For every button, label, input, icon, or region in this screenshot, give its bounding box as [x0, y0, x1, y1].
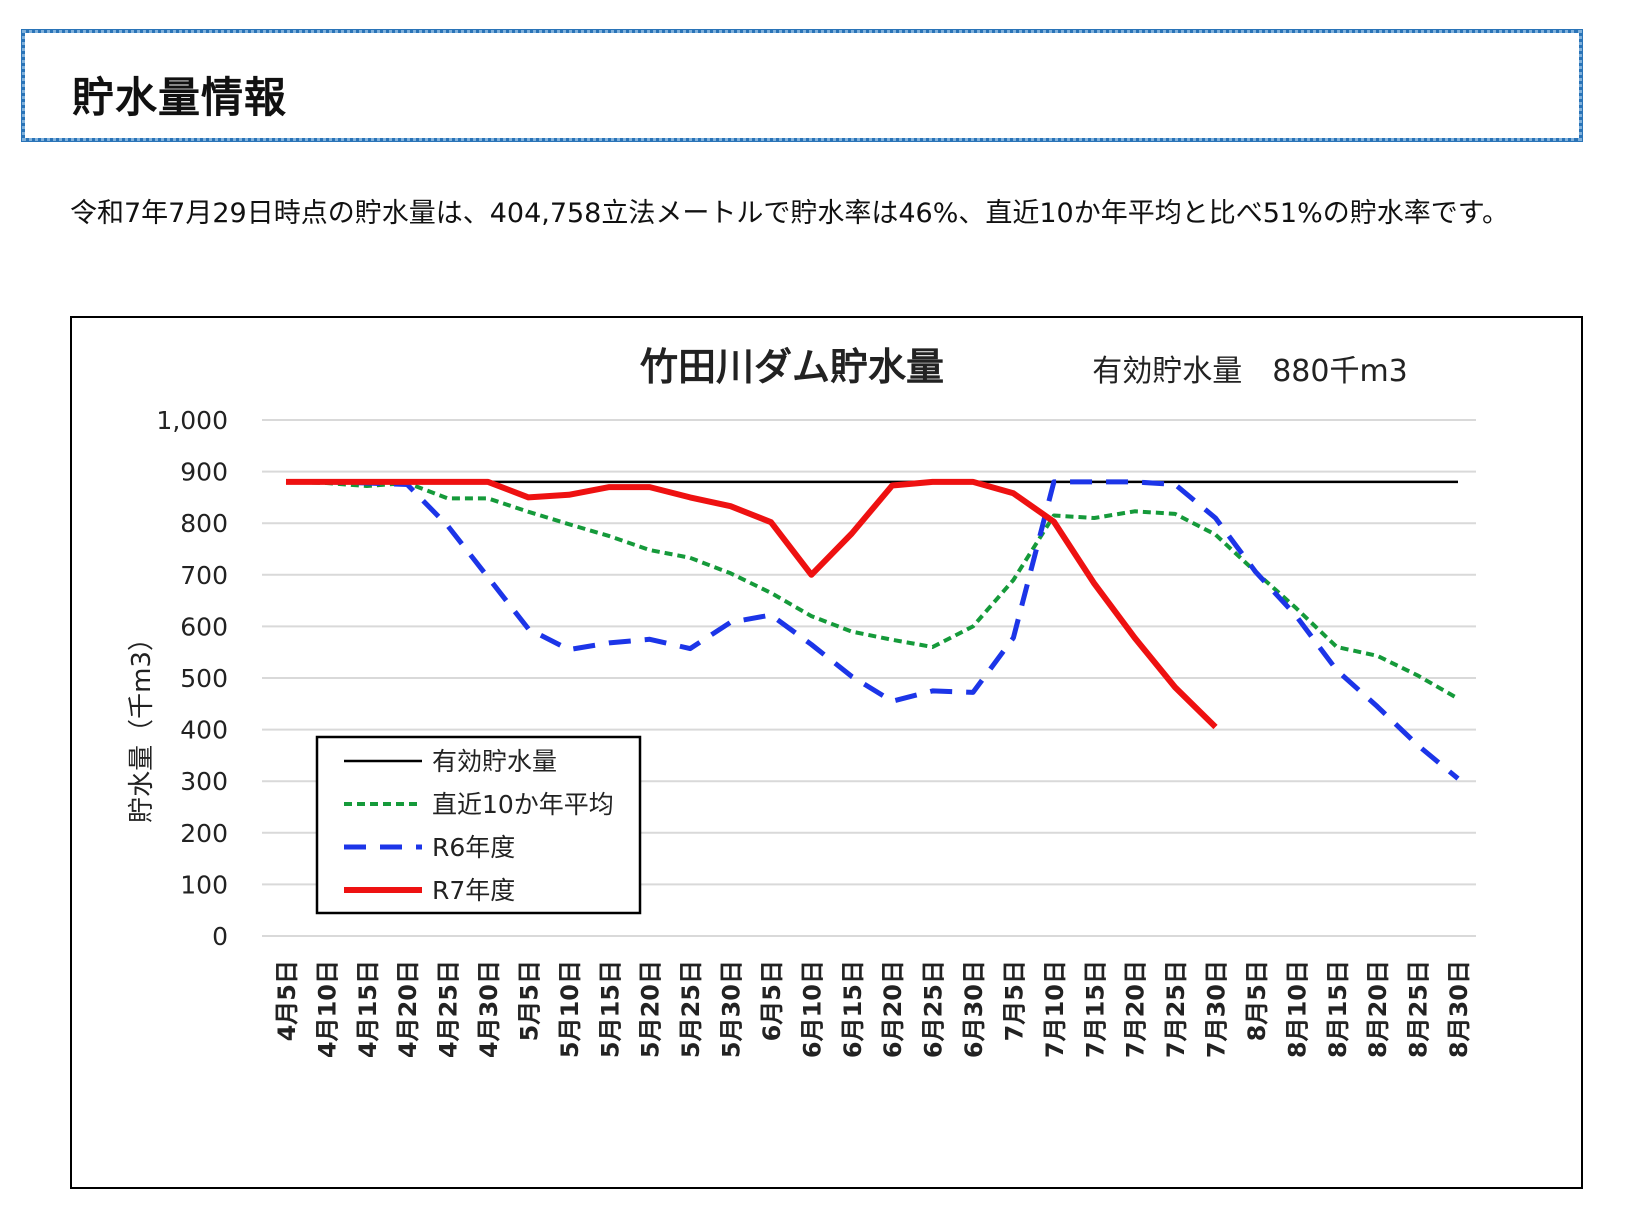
x-tick-label: 6月30日	[960, 960, 988, 1058]
chart-frame: 竹田川ダム貯水量 有効貯水量 880千m3 貯水量（千m3） 0 100 200 30…	[70, 316, 1583, 1189]
x-tick-label: 4月20日	[394, 960, 422, 1058]
x-tick-label: 5月30日	[718, 960, 746, 1058]
y-tick-label: 1,000	[156, 406, 228, 435]
x-tick-label: 5月10日	[556, 960, 584, 1058]
y-tick-label: 100	[180, 870, 228, 899]
x-tick-label: 8月30日	[1445, 960, 1473, 1058]
y-axis-ticks: 0 100 200 300 400 500 600 700 800 900 1,000	[156, 406, 228, 951]
x-tick-label: 6月15日	[839, 960, 867, 1058]
x-tick-label: 8月15日	[1324, 960, 1352, 1058]
legend-box	[315, 735, 642, 915]
y-tick-label: 0	[212, 922, 228, 951]
x-tick-label: 6月10日	[798, 960, 826, 1058]
x-tick-label: 7月25日	[1162, 960, 1190, 1058]
x-tick-label: 8月25日	[1405, 960, 1433, 1058]
y-tick-label: 600	[180, 612, 228, 641]
x-tick-label: 7月5日	[1000, 960, 1028, 1041]
x-tick-label: 7月10日	[1041, 960, 1069, 1058]
x-tick-label: 8月5日	[1243, 960, 1271, 1041]
chart-title: 竹田川ダム貯水量	[640, 345, 944, 389]
x-tick-label: 7月15日	[1081, 960, 1109, 1058]
x-tick-label: 6月20日	[879, 960, 907, 1058]
section-heading-box: 貯水量情報	[21, 29, 1583, 142]
series-lines	[285, 478, 1460, 781]
legend-label: 有効貯水量	[432, 747, 557, 776]
x-tick-label: 5月20日	[637, 960, 665, 1058]
x-axis-ticks: 4月5日 4月10日 4月15日 4月20日 4月25日 4月30日 5月5日 5月10日 5月…	[273, 960, 1473, 1058]
x-tick-label: 6月25日	[920, 960, 948, 1058]
y-tick-label: 700	[180, 561, 228, 590]
x-tick-label: 5月25日	[677, 960, 705, 1058]
chart-subtitle: 有効貯水量 880千m3	[1092, 354, 1408, 389]
y-axis-label: 貯水量（千m3）	[127, 625, 157, 823]
y-tick-label: 400	[180, 716, 228, 745]
y-tick-label: 300	[180, 767, 228, 796]
x-tick-label: 6月5日	[758, 960, 786, 1041]
y-tick-label: 500	[180, 664, 228, 693]
legend-label: R7年度	[432, 876, 515, 905]
legend-label: 直近10か年平均	[432, 790, 614, 819]
x-tick-label: 5月5日	[515, 960, 543, 1041]
y-tick-label: 900	[180, 458, 228, 487]
x-tick-label: 4月30日	[475, 960, 503, 1058]
x-tick-label: 4月5日	[273, 960, 301, 1041]
y-tick-label: 800	[180, 509, 228, 538]
x-tick-label: 7月30日	[1203, 960, 1231, 1058]
series-line	[286, 478, 1218, 730]
x-tick-label: 5月15日	[596, 960, 624, 1058]
x-tick-label: 4月25日	[435, 960, 463, 1058]
x-tick-label: 4月10日	[313, 960, 341, 1058]
series-line	[285, 479, 1459, 701]
legend-label: R6年度	[432, 833, 515, 862]
x-tick-label: 8月10日	[1283, 960, 1311, 1058]
x-tick-label: 4月15日	[354, 960, 382, 1058]
section-heading: 貯水量情報	[72, 73, 288, 122]
x-tick-label: 8月20日	[1364, 960, 1392, 1058]
series-line	[286, 479, 1460, 781]
reservoir-chart: 竹田川ダム貯水量 有効貯水量 880千m3 貯水量（千m3） 0 100 200 30…	[127, 345, 1476, 1058]
y-tick-label: 200	[180, 819, 228, 848]
x-tick-label: 7月20日	[1122, 960, 1150, 1058]
storage-summary-text: 令和7年7月29日時点の貯水量は、404,758立法メートルで貯水率は46%、直…	[70, 198, 1510, 229]
